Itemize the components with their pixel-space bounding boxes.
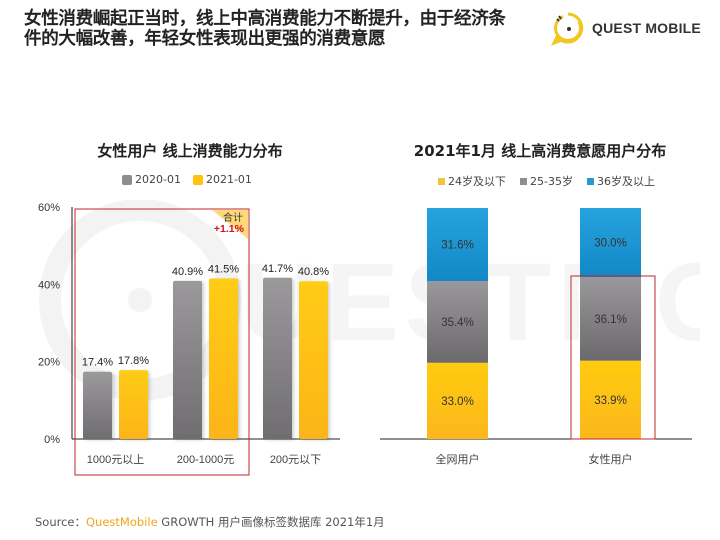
stack-value-label: 33.9% [594, 395, 627, 407]
legend-swatch-yellow [192, 174, 203, 185]
bar-2020-01-200元以下 [263, 277, 292, 439]
stack-25-35岁-女性用户 [580, 277, 641, 361]
legend-swatch-gray [122, 174, 132, 185]
legend-item-over-36: 36岁及以上 [586, 173, 655, 189]
legend-item-25-35: 25-35岁 [520, 173, 573, 189]
bar-2021-01-1000元以上 [119, 370, 148, 439]
legend-item-2020: 2020-01 [122, 173, 181, 186]
right-chart-title: 2021年1月 线上高消费意愿用户分布 [413, 142, 667, 160]
bar-2021-01-200元以下 [299, 281, 328, 439]
legend-label: 25-35岁 [530, 175, 573, 188]
bar-value-label: 17.4% [82, 357, 113, 369]
x-tick-label: 200-1000元 [177, 454, 235, 466]
left-chart: 0% 20% 40% 60% 合计 +1.1% 17.4% 17.8% 40.9% 41.5… [38, 202, 340, 476]
x-tick-label: 1000元以上 [87, 453, 144, 466]
legend-label: 2021-01 [205, 173, 252, 186]
logo-text: QUEST MOBILE [592, 20, 701, 36]
source-brand: QuestMobile [86, 515, 158, 529]
stack-36岁及以上-全网用户 [427, 208, 488, 281]
legend-item-under-24: 24岁及以下 [438, 173, 506, 189]
bar-value-label: 41.7% [262, 263, 293, 275]
y-tick-label: 60% [38, 202, 60, 214]
annotation-value: +1.1% [214, 223, 245, 235]
stack-value-label: 33.0% [441, 396, 474, 408]
legend-swatch-yellow [438, 177, 445, 185]
legend-label: 24岁及以下 [448, 175, 506, 188]
headline: 女性消费崛起正当时，线上中高消费能力不断提升，由于经济条 件的大幅改善，年轻女性… [24, 9, 544, 49]
stack-value-label: 36.1% [594, 314, 627, 326]
x-tick-label: 女性用户 [589, 452, 633, 466]
bar-2020-01-1000元以上 [83, 371, 112, 439]
logo: QUEST MOBILE [548, 10, 701, 46]
bar-2020-01-200-1000元 [173, 280, 202, 439]
highlight-box [570, 275, 656, 440]
right-chart-legend: 24岁及以下 25-35岁 36岁及以上 [438, 173, 655, 189]
stack-24岁及以下-女性用户 [580, 360, 641, 439]
legend-swatch-blue [586, 177, 594, 185]
left-chart-legend: 2020-01 2021-01 [122, 173, 252, 186]
questmobile-logo-icon [550, 12, 584, 46]
legend-swatch-gray [520, 177, 527, 185]
left-chart-title: 女性用户 线上消费能力分布 [97, 142, 283, 160]
source-prefix: Source： [35, 515, 86, 529]
bar-value-label: 40.8% [298, 266, 329, 278]
right-chart: 33.0% 35.4% 31.6% 33.9% 36.1% 30.0% 全网用户 女性用户 [380, 208, 692, 466]
y-tick-label: 0% [44, 434, 60, 446]
bar-2021-01-200-1000元 [209, 278, 238, 439]
x-tick-label: 全网用户 [436, 452, 480, 466]
stack-value-label: 30.0% [594, 238, 627, 250]
y-tick-label: 20% [38, 357, 60, 369]
annotation-label: 合计 [223, 211, 243, 224]
legend-label: 2020-01 [135, 173, 181, 186]
x-tick-label: 200元以下 [270, 454, 321, 466]
headline-line-2: 件的大幅改善，年轻女性表现出更强的消费意愿 [24, 29, 386, 49]
highlight-box [74, 208, 250, 476]
stack-value-label: 31.6% [441, 239, 474, 251]
bar-value-label: 17.8% [118, 355, 149, 367]
legend-item-2021: 2021-01 [192, 173, 252, 186]
legend-label: 36岁及以上 [596, 175, 655, 188]
source-note: Source：QuestMobile GROWTH 用户画像标签数据库 2021… [35, 514, 385, 530]
stack-24岁及以下-全网用户 [427, 362, 488, 439]
headline-line-1: 女性消费崛起正当时，线上中高消费能力不断提升，由于经济条 [24, 9, 506, 29]
y-tick-label: 40% [38, 279, 60, 291]
annotation-corner [212, 210, 248, 239]
source-text: GROWTH 用户画像标签数据库 2021年1月 [157, 515, 385, 529]
stack-36岁及以上-女性用户 [580, 208, 641, 278]
bar-value-label: 40.9% [172, 266, 203, 278]
stack-value-label: 35.4% [441, 317, 474, 329]
bar-value-label: 41.5% [208, 264, 239, 276]
stack-25-35岁-全网用户 [427, 280, 488, 363]
